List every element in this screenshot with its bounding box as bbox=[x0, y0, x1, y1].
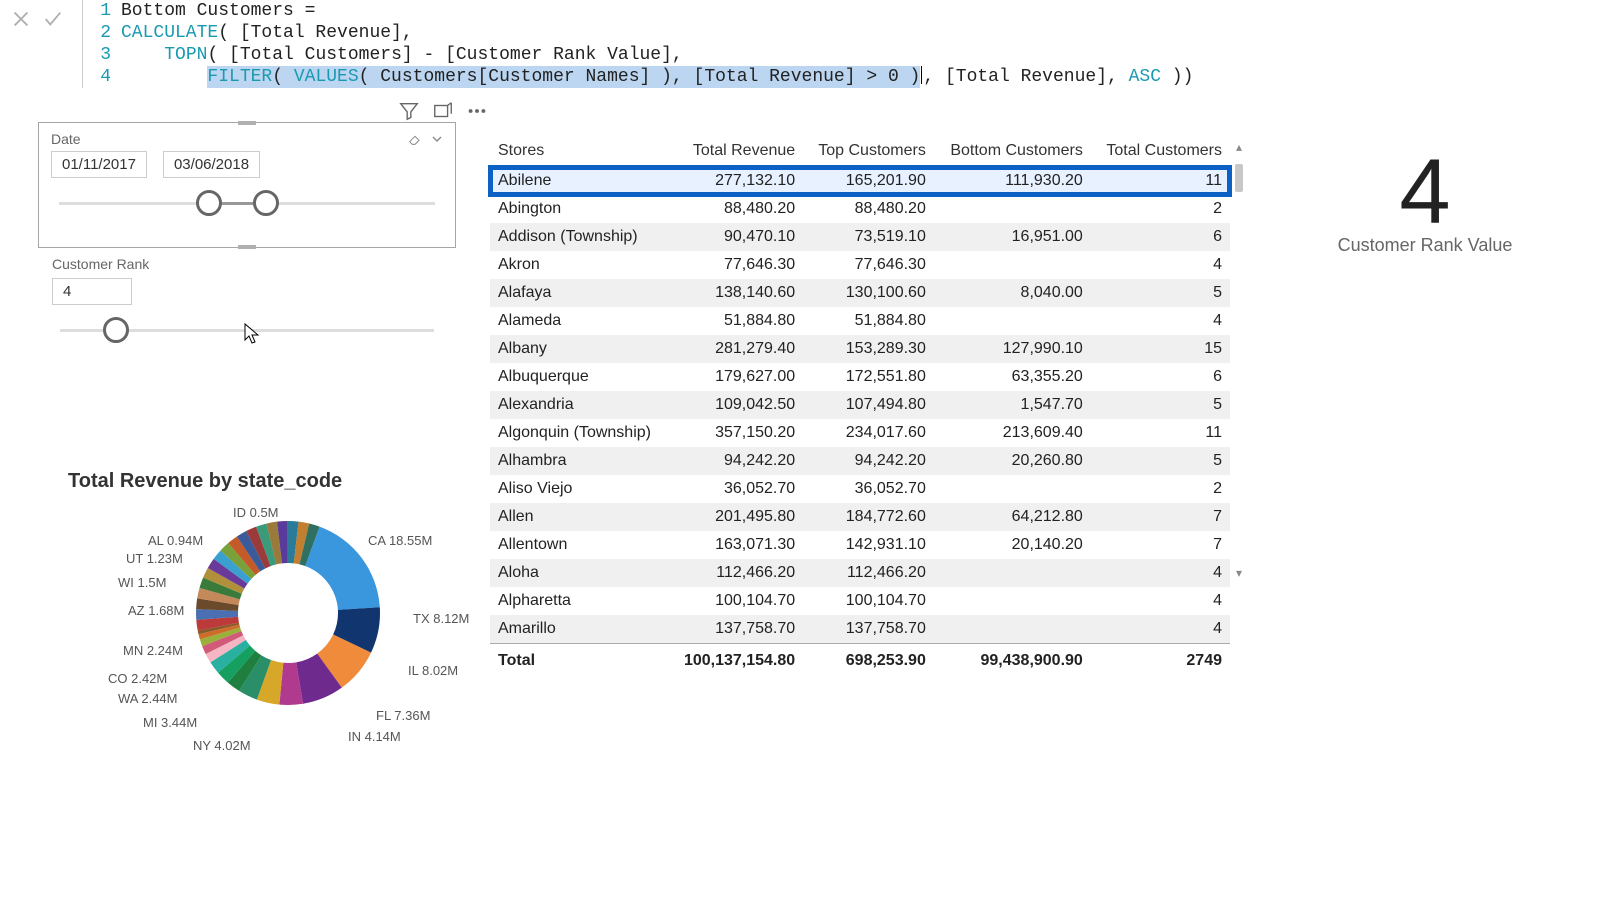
donut-label: NY 4.02M bbox=[193, 738, 251, 753]
column-header[interactable]: Bottom Customers bbox=[934, 136, 1091, 167]
card-label: Customer Rank Value bbox=[1260, 235, 1590, 256]
cursor-icon bbox=[243, 322, 263, 351]
column-header[interactable]: Stores bbox=[490, 136, 669, 167]
table-row[interactable]: Alhambra94,242.2094,242.2020,260.805 bbox=[490, 447, 1230, 475]
table-row[interactable]: Alexandria109,042.50107,494.801,547.705 bbox=[490, 391, 1230, 419]
scrollbar[interactable]: ▴ ▾ bbox=[1232, 140, 1246, 580]
date-slicer[interactable]: Date 01/11/2017 03/06/2018 bbox=[38, 122, 456, 248]
column-header[interactable]: Top Customers bbox=[803, 136, 934, 167]
table-row[interactable]: Algonquin (Township)357,150.20234,017.60… bbox=[490, 419, 1230, 447]
card-value: 4 bbox=[1260, 140, 1590, 245]
range-handle[interactable] bbox=[103, 317, 129, 343]
donut-label: FL 7.36M bbox=[376, 708, 430, 723]
cancel-icon[interactable] bbox=[10, 8, 32, 35]
table-row[interactable]: Akron77,646.3077,646.304 bbox=[490, 251, 1230, 279]
donut-label: CA 18.55M bbox=[368, 533, 432, 548]
eraser-icon[interactable] bbox=[407, 131, 423, 152]
scroll-up-icon[interactable]: ▴ bbox=[1232, 140, 1246, 154]
table-row[interactable]: Addison (Township)90,470.1073,519.1016,9… bbox=[490, 223, 1230, 251]
table-row[interactable]: Albany281,279.40153,289.30127,990.1015 bbox=[490, 335, 1230, 363]
scroll-down-icon[interactable]: ▾ bbox=[1232, 566, 1246, 580]
table-row[interactable]: Aloha112,466.20112,466.204 bbox=[490, 559, 1230, 587]
resize-handle[interactable] bbox=[238, 121, 256, 125]
donut-label: WA 2.44M bbox=[118, 691, 177, 706]
chart-title: Total Revenue by state_code bbox=[68, 470, 508, 493]
donut-label: AL 0.94M bbox=[148, 533, 203, 548]
table-row[interactable]: Allentown163,071.30142,931.1020,140.207 bbox=[490, 531, 1230, 559]
donut-label: ID 0.5M bbox=[233, 505, 279, 520]
resize-handle[interactable] bbox=[238, 245, 256, 249]
data-table[interactable]: StoresTotal RevenueTop CustomersBottom C… bbox=[490, 136, 1230, 675]
slicer-title: Date bbox=[51, 131, 443, 147]
chevron-down-icon[interactable] bbox=[429, 131, 445, 152]
table-row[interactable]: Abilene277,132.10165,201.90111,930.2011 bbox=[490, 167, 1230, 196]
donut-label: MI 3.44M bbox=[143, 715, 197, 730]
formula-editor[interactable]: 1Bottom Customers = 2CALCULATE( [Total R… bbox=[82, 0, 1193, 88]
column-header[interactable]: Total Customers bbox=[1091, 136, 1230, 167]
donut-label: IL 8.02M bbox=[408, 663, 458, 678]
table-row[interactable]: Aliso Viejo36,052.7036,052.702 bbox=[490, 475, 1230, 503]
donut-label: WI 1.5M bbox=[118, 575, 166, 590]
table-row[interactable]: Alameda51,884.8051,884.804 bbox=[490, 307, 1230, 335]
donut-label: CO 2.42M bbox=[108, 671, 167, 686]
table-row[interactable]: Allen201,495.80184,772.6064,212.807 bbox=[490, 503, 1230, 531]
donut-label: IN 4.14M bbox=[348, 729, 401, 744]
donut-label: MN 2.24M bbox=[123, 643, 183, 658]
table-row[interactable]: Abington88,480.2088,480.202 bbox=[490, 195, 1230, 223]
date-start-input[interactable]: 01/11/2017 bbox=[51, 151, 147, 178]
card-visual[interactable]: 4 Customer Rank Value bbox=[1260, 140, 1590, 256]
table-row[interactable]: Amarillo137,758.70137,758.704 bbox=[490, 615, 1230, 644]
rank-value-input[interactable]: 4 bbox=[52, 278, 132, 305]
donut-label: TX 8.12M bbox=[413, 611, 469, 626]
table-row[interactable]: Alafaya138,140.60130,100.608,040.005 bbox=[490, 279, 1230, 307]
donut-chart[interactable]: Total Revenue by state_code CA 18.55M TX … bbox=[68, 470, 508, 803]
column-header[interactable]: Total Revenue bbox=[669, 136, 804, 167]
formula-bar: Dy 1Bottom Customers = 2CALCULATE( [Tota… bbox=[0, 0, 1600, 92]
date-end-input[interactable]: 03/06/2018 bbox=[163, 151, 260, 178]
slicer-title: Customer Rank bbox=[52, 256, 442, 272]
table-total-row: Total100,137,154.80698,253.9099,438,900.… bbox=[490, 644, 1230, 676]
range-handle-start[interactable] bbox=[196, 190, 222, 216]
donut-label: AZ 1.68M bbox=[128, 603, 184, 618]
table-row[interactable]: Albuquerque179,627.00172,551.8063,355.20… bbox=[490, 363, 1230, 391]
commit-icon[interactable] bbox=[42, 8, 64, 35]
scroll-thumb[interactable] bbox=[1235, 164, 1243, 192]
date-range-slider[interactable] bbox=[59, 188, 435, 218]
more-options-icon[interactable] bbox=[466, 100, 488, 127]
range-handle-end[interactable] bbox=[253, 190, 279, 216]
donut-label: UT 1.23M bbox=[126, 551, 183, 566]
table-row[interactable]: Alpharetta100,104.70100,104.704 bbox=[490, 587, 1230, 615]
